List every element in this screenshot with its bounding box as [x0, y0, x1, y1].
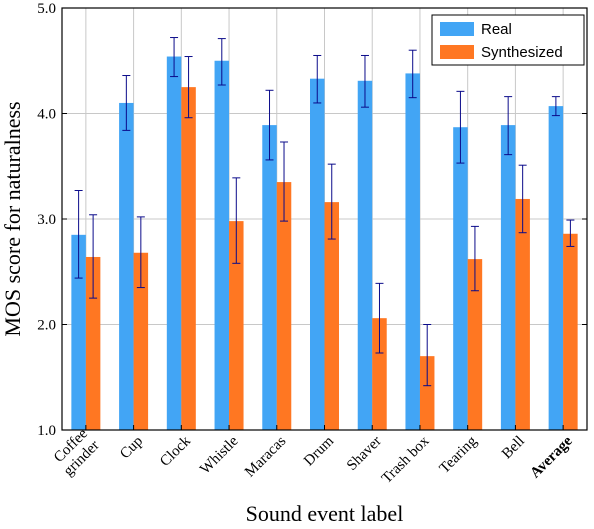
error-bar-synthesized	[232, 177, 241, 264]
x-tick-label: Shaver	[344, 433, 385, 474]
legend-label-synthesized: Synthesized	[481, 44, 563, 61]
error-bars	[74, 37, 575, 387]
bar-synthesized	[467, 259, 483, 430]
x-axis-title: Sound event label	[246, 501, 404, 526]
error-bar-synthesized	[470, 225, 479, 292]
error-bar-synthesized	[184, 56, 193, 119]
bar-real	[357, 80, 373, 431]
legend-swatch-synthesized	[440, 45, 474, 59]
x-tick-label-line: Trash box	[379, 433, 433, 487]
error-bar-real	[360, 54, 369, 108]
error-bar-synthesized	[327, 163, 336, 240]
bar-synthesized	[419, 356, 435, 430]
bar-synthesized	[276, 182, 292, 430]
bar-synthesized	[563, 233, 578, 430]
y-tick-label: 5.0	[37, 1, 56, 17]
x-tick-label: Coffeegrinder	[49, 426, 103, 480]
bar-synthesized	[133, 252, 149, 430]
x-tick-label: Trash box	[379, 433, 433, 487]
bar-real	[453, 127, 468, 430]
legend: Real Synthesized	[431, 14, 585, 66]
error-bar-real	[217, 38, 226, 86]
error-bar-real	[170, 37, 179, 78]
x-tick-label-line: Drum	[301, 433, 337, 469]
bar-real	[500, 125, 516, 430]
bar-real	[405, 73, 420, 430]
error-bar-synthesized	[566, 219, 575, 247]
bar-synthesized	[229, 221, 244, 430]
error-bar-synthesized	[375, 282, 384, 354]
bar-real	[214, 60, 230, 430]
bar-synthesized	[324, 202, 339, 430]
x-tick-label: Maracas	[242, 433, 289, 480]
y-tick-label: 3.0	[37, 212, 56, 228]
x-tick-label: Drum	[301, 433, 337, 469]
bar-synthesized	[181, 87, 196, 430]
bar-real	[310, 78, 325, 430]
legend-label-real: Real	[481, 21, 512, 38]
y-tick-label: 1.0	[37, 423, 56, 439]
x-tick-label: Bell	[499, 433, 528, 462]
error-bar-real	[313, 54, 322, 104]
x-tick-label-line: Average	[527, 433, 575, 481]
bar-synthesized	[85, 256, 101, 430]
x-tick-label-line: Maracas	[242, 433, 289, 480]
x-tick-label: Whistle	[197, 433, 242, 478]
bar-real	[262, 125, 277, 430]
x-tick-label-line: Clock	[157, 433, 194, 470]
y-axis-title: MOS score for naturalness	[0, 101, 25, 336]
x-axis-ticks: Coffeegrinder Cup Clock Whistle Maracas Drum S…	[49, 425, 576, 487]
error-bar-synthesized	[89, 214, 98, 299]
error-bar-synthesized	[423, 324, 432, 387]
error-bar-synthesized	[518, 164, 527, 234]
error-bar-real	[551, 96, 560, 117]
x-tick-label: Cup	[117, 433, 146, 462]
error-bar-real	[456, 90, 465, 164]
error-bar-real	[122, 75, 131, 131]
error-bar-real	[408, 49, 417, 99]
bar-synthesized	[372, 318, 387, 430]
y-tick-label: 2.0	[37, 318, 56, 334]
error-bar-synthesized	[280, 141, 289, 222]
x-tick-label-line: Tearing	[437, 433, 481, 477]
bar-real	[166, 56, 182, 430]
bar-real	[71, 234, 86, 430]
y-axis-ticks: 1.0 2.0 3.0 4.0 5.0	[37, 1, 587, 439]
error-bar-synthesized	[136, 216, 145, 289]
bars	[71, 56, 578, 431]
x-tick-label-line: Bell	[499, 433, 528, 462]
legend-swatch-real	[440, 22, 474, 36]
error-bar-real	[74, 190, 83, 279]
error-bar-real	[265, 89, 274, 161]
x-tick-label: Clock	[157, 433, 194, 470]
x-tick-label-line: Whistle	[197, 433, 242, 478]
x-tick-label-line: Cup	[117, 433, 146, 462]
bar-synthesized	[515, 198, 530, 430]
bar-real	[548, 106, 564, 431]
x-tick-label-line: Shaver	[344, 433, 385, 474]
x-tick-label: Tearing	[437, 433, 481, 477]
x-tick-label: Average	[527, 433, 575, 481]
bar-real	[119, 102, 134, 430]
y-tick-label: 4.0	[37, 107, 56, 123]
error-bar-real	[504, 96, 513, 156]
